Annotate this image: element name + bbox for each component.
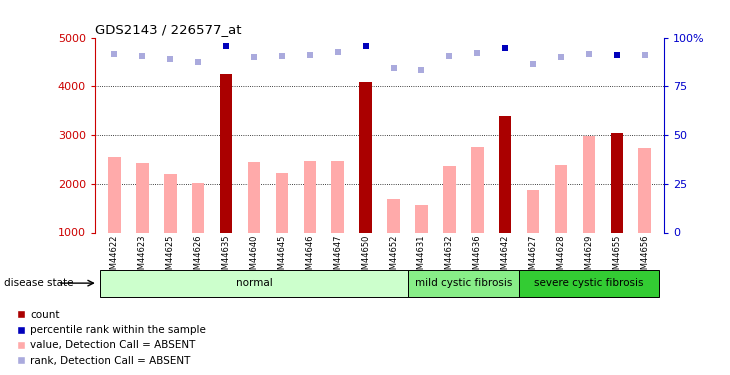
Text: GSM44655: GSM44655: [612, 234, 621, 280]
Text: GSM44623: GSM44623: [138, 234, 147, 280]
Text: normal: normal: [236, 278, 272, 288]
Text: GSM44631: GSM44631: [417, 234, 426, 280]
Bar: [527, 190, 539, 232]
Text: GSM44622: GSM44622: [110, 234, 119, 280]
Text: GSM44627: GSM44627: [529, 234, 537, 280]
Bar: [331, 161, 344, 232]
Bar: [555, 165, 567, 232]
Bar: [247, 162, 261, 232]
Text: GSM44629: GSM44629: [585, 234, 593, 280]
Text: GDS2143 / 226577_at: GDS2143 / 226577_at: [95, 23, 242, 36]
Bar: [499, 116, 512, 232]
Text: GSM44646: GSM44646: [305, 234, 315, 280]
Bar: [471, 147, 483, 232]
Bar: [359, 82, 372, 232]
FancyBboxPatch shape: [407, 270, 519, 297]
FancyBboxPatch shape: [101, 270, 407, 297]
Text: GSM44635: GSM44635: [222, 234, 231, 280]
Bar: [610, 133, 623, 232]
Text: GSM44647: GSM44647: [333, 234, 342, 280]
Bar: [639, 148, 651, 232]
Text: severe cystic fibrosis: severe cystic fibrosis: [534, 278, 644, 288]
Text: GSM44632: GSM44632: [445, 234, 454, 280]
Text: GSM44642: GSM44642: [501, 234, 510, 280]
Bar: [276, 172, 288, 232]
Bar: [164, 174, 177, 232]
Text: GSM44656: GSM44656: [640, 234, 649, 280]
Bar: [304, 161, 316, 232]
Text: GSM44650: GSM44650: [361, 234, 370, 280]
Bar: [192, 183, 204, 232]
Legend: count, percentile rank within the sample, value, Detection Call = ABSENT, rank, : count, percentile rank within the sample…: [12, 306, 210, 370]
Bar: [108, 157, 120, 232]
Bar: [443, 166, 456, 232]
Bar: [136, 163, 149, 232]
FancyBboxPatch shape: [519, 270, 658, 297]
Bar: [415, 205, 428, 232]
Text: GSM44645: GSM44645: [277, 234, 286, 280]
Bar: [220, 74, 232, 232]
Text: mild cystic fibrosis: mild cystic fibrosis: [415, 278, 512, 288]
Text: GSM44628: GSM44628: [556, 234, 566, 280]
Text: disease state: disease state: [4, 278, 73, 288]
Text: GSM44636: GSM44636: [473, 234, 482, 280]
Text: GSM44640: GSM44640: [250, 234, 258, 280]
Text: GSM44652: GSM44652: [389, 234, 398, 280]
Text: GSM44625: GSM44625: [166, 234, 174, 280]
Bar: [388, 200, 400, 232]
Text: GSM44626: GSM44626: [193, 234, 203, 280]
Bar: [583, 136, 595, 232]
